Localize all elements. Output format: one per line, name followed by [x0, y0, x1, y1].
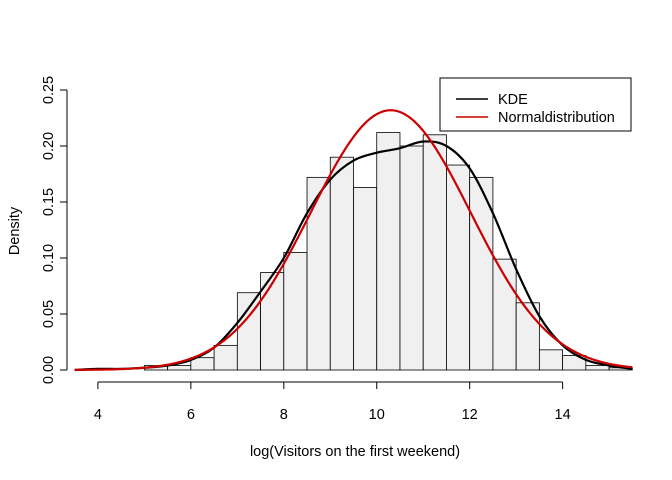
histogram-bar: [515, 302, 540, 371]
histogram-bar: [376, 132, 401, 371]
x-tick-label: 8: [280, 407, 288, 423]
y-tick-label: 0.25: [41, 76, 57, 104]
histogram-bar: [538, 349, 564, 371]
y-tick-label: 0.10: [41, 244, 57, 272]
y-tick-label: 0.15: [41, 188, 57, 216]
legend-normal-label: Normaldistribution: [498, 110, 615, 126]
x-tick-label: 10: [369, 407, 385, 423]
x-tick-label: 4: [94, 407, 102, 423]
x-axis: 4 6 8 10 12 14: [94, 381, 571, 423]
histogram-bar: [446, 164, 471, 371]
histogram-bar: [213, 344, 238, 371]
legend: KDE Normaldistribution: [439, 77, 632, 132]
histogram-bar: [422, 134, 447, 371]
histogram-bar: [585, 365, 610, 371]
histogram-bar: [283, 251, 308, 371]
histogram-bar: [329, 156, 354, 371]
y-tick-label: 0.00: [41, 356, 57, 384]
x-tick-label: 14: [555, 407, 571, 423]
y-axis-label: Density: [7, 206, 23, 255]
legend-box: [439, 77, 632, 132]
histogram-bar: [353, 187, 378, 371]
x-tick-label: 12: [462, 407, 478, 423]
y-axis: 0.00 0.05 0.10 0.15 0.20 0.25: [41, 76, 68, 384]
x-tick-label: 6: [187, 407, 195, 423]
legend-kde-label: KDE: [498, 92, 528, 108]
y-tick-label: 0.05: [41, 300, 57, 328]
y-tick-label: 0.20: [41, 132, 57, 160]
histogram-bar: [167, 365, 192, 371]
x-axis-label: log(Visitors on the first weekend): [250, 444, 460, 460]
histogram-bar: [562, 355, 587, 371]
histogram-bar: [399, 145, 424, 371]
normal-distribution-line: [74, 109, 633, 371]
density-curves: [74, 109, 633, 372]
histogram-bars: [143, 132, 633, 371]
